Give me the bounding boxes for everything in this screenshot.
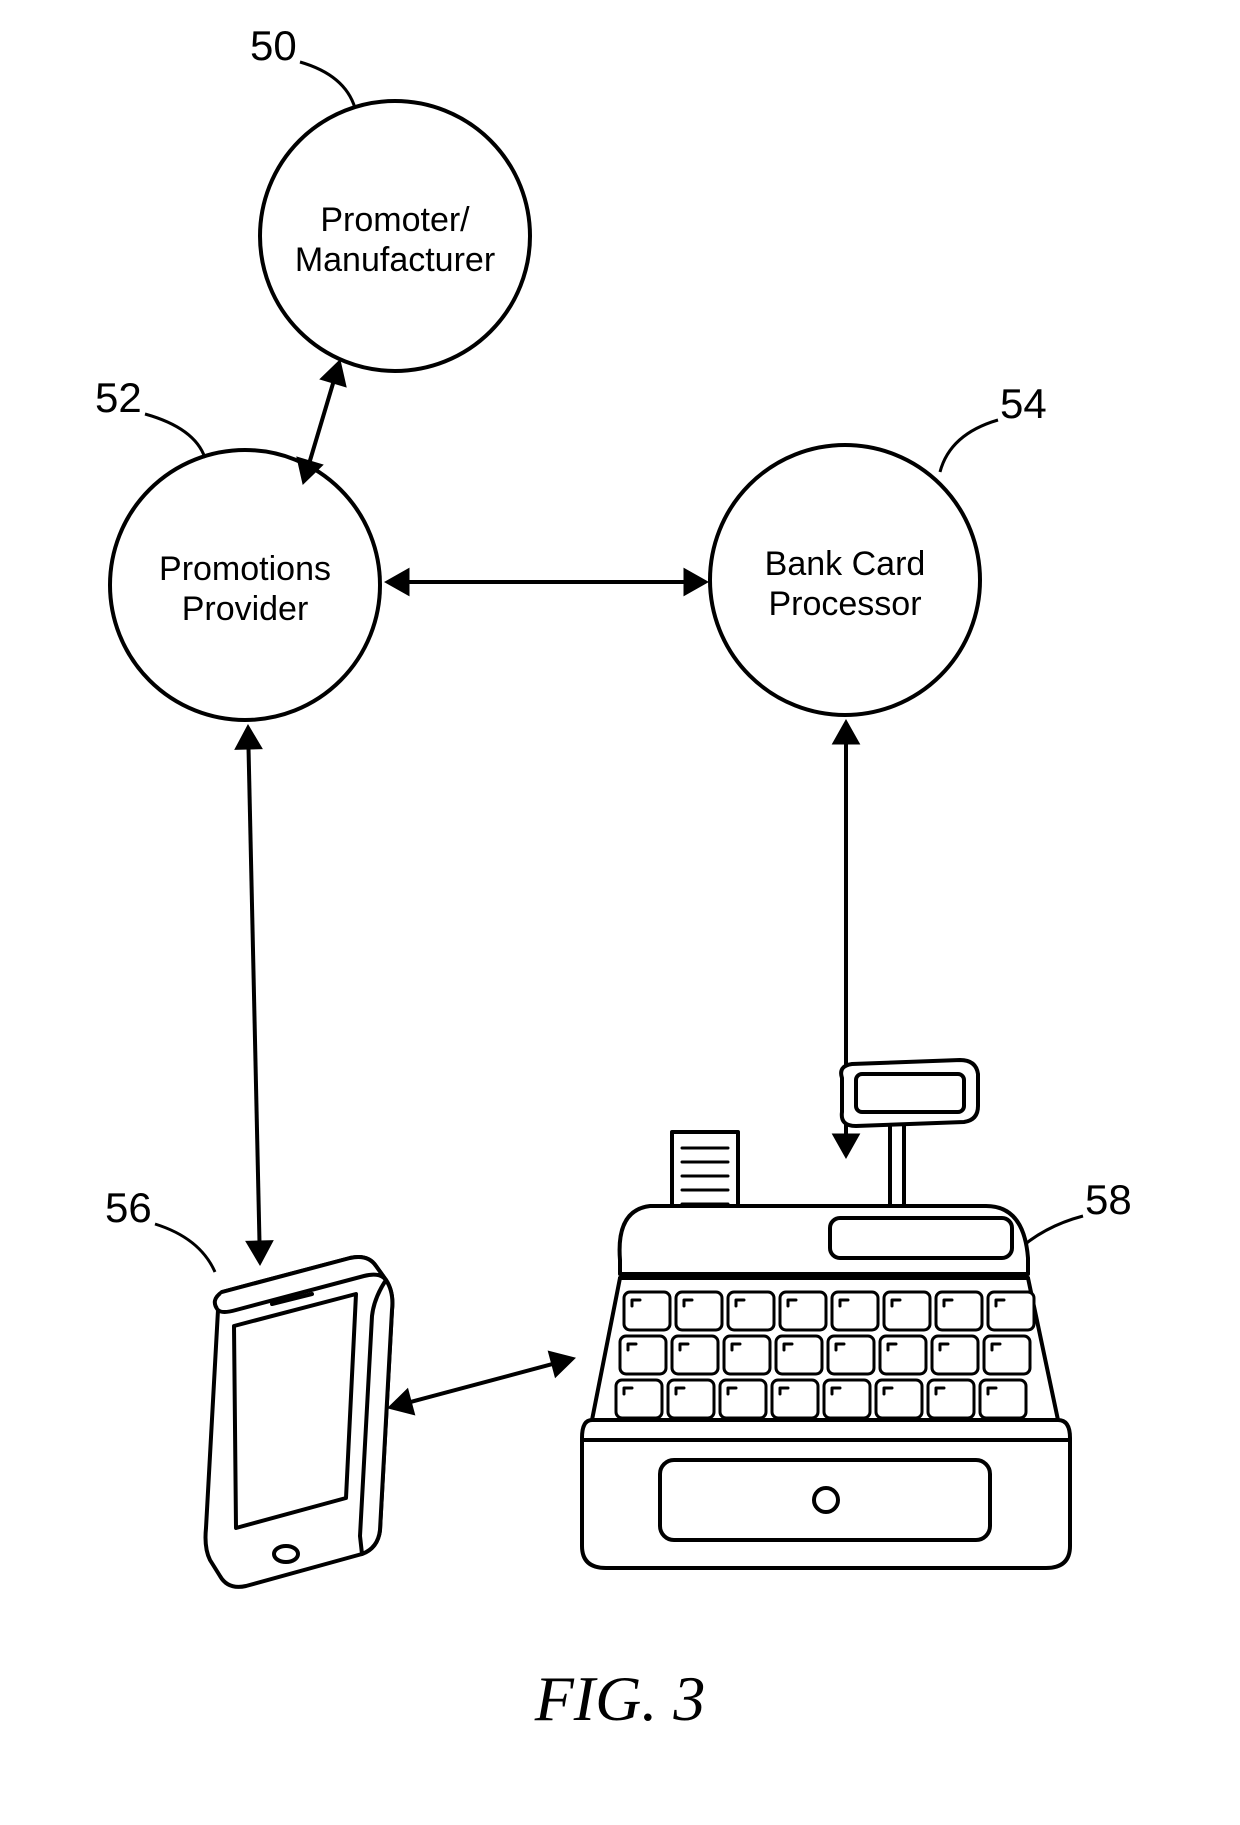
arrow-head — [385, 569, 409, 596]
cash-register-icon — [582, 1060, 1070, 1568]
arrow-head — [684, 569, 708, 596]
arrow-phone_register — [411, 1364, 552, 1402]
arrow-head — [833, 1134, 860, 1158]
processor-label-line2: Processor — [768, 585, 921, 623]
arrow-head — [246, 1241, 273, 1265]
ref-processor: 54 — [1000, 380, 1047, 427]
provider-label-line1: Promotions — [159, 550, 331, 588]
arrow-head — [548, 1351, 575, 1377]
arrow-promoter_provider — [310, 383, 333, 461]
arrow-head — [235, 725, 262, 749]
provider-label-line2: Provider — [182, 590, 309, 628]
ref-register: 58 — [1085, 1176, 1132, 1223]
ref-provider: 52 — [95, 374, 142, 421]
arrow-provider_phone — [249, 749, 260, 1241]
processor-label-line1: Bank Card — [765, 545, 926, 583]
smartphone-icon — [206, 1257, 393, 1587]
leader-phone — [155, 1224, 215, 1272]
promoter-label-line1: Promoter/ — [320, 201, 470, 239]
leader-provider — [145, 414, 205, 458]
leader-promoter — [300, 62, 355, 108]
leader-processor — [940, 420, 998, 472]
ref-phone: 56 — [105, 1184, 152, 1231]
ref-promoter: 50 — [250, 22, 297, 69]
arrow-head — [388, 1389, 415, 1415]
arrow-head — [320, 360, 346, 387]
figure-caption: FIG. 3 — [534, 1663, 706, 1734]
promoter-label-line2: Manufacturer — [295, 241, 495, 279]
arrow-head — [833, 720, 860, 744]
